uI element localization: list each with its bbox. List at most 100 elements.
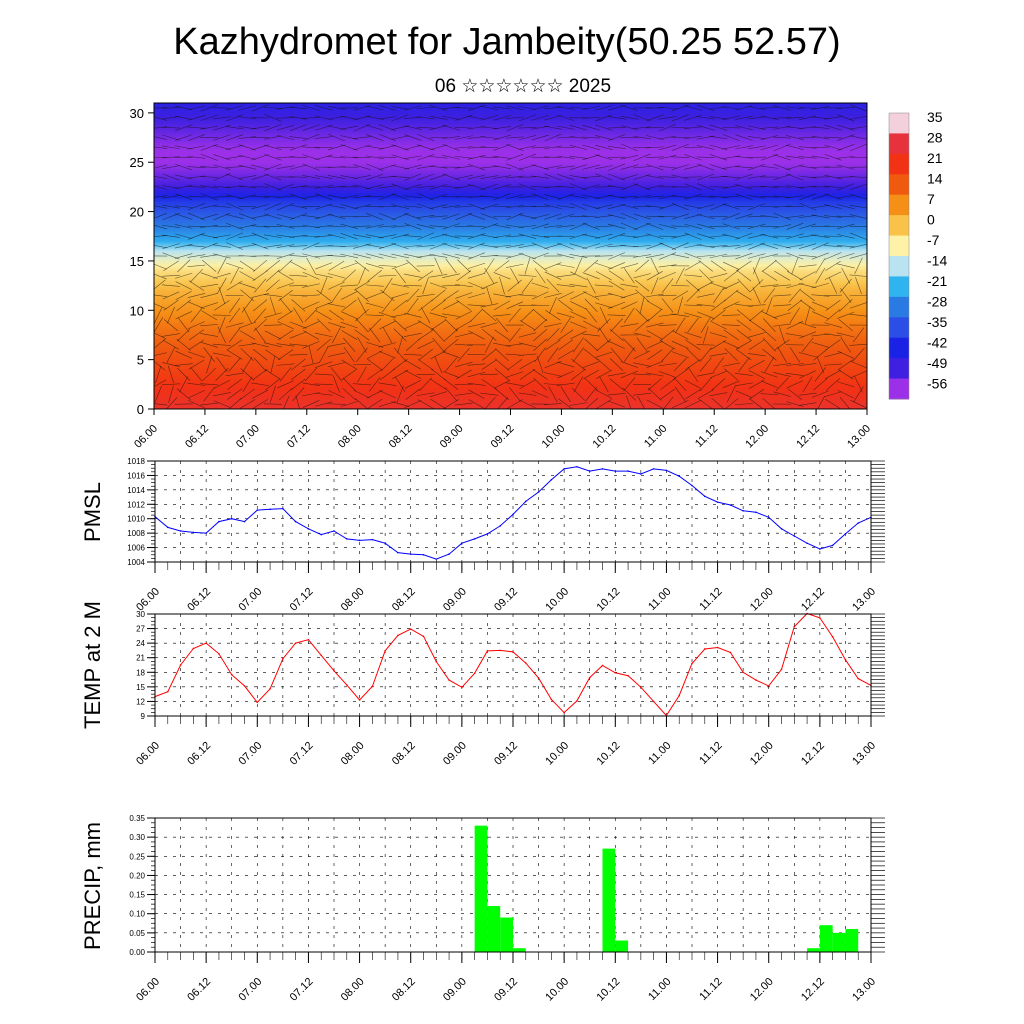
wind-arrow xyxy=(403,205,422,208)
wind-arrow xyxy=(162,224,180,228)
wind-arrow xyxy=(302,133,320,142)
data-point xyxy=(320,654,323,657)
wind-arrow xyxy=(190,367,203,382)
wind-arrow xyxy=(418,270,434,282)
wind-arrow xyxy=(200,224,219,228)
wind-arrow xyxy=(429,274,448,278)
wind-arrow xyxy=(645,184,664,190)
wind-arrow xyxy=(849,115,867,120)
wind-arrow xyxy=(493,224,511,229)
wind-arrow xyxy=(543,403,562,405)
wind-arrow xyxy=(493,314,512,317)
wind-arrow xyxy=(187,225,206,227)
wind-arrow xyxy=(799,193,817,201)
wind-arrow xyxy=(494,329,510,341)
wind-arrow xyxy=(620,143,638,152)
wind-arrow xyxy=(319,346,329,363)
wind-arrow xyxy=(671,351,689,359)
wind-arrow xyxy=(238,234,257,239)
wind-arrow xyxy=(442,284,461,287)
wind-arrow xyxy=(302,163,320,171)
wind-arrow xyxy=(722,134,740,142)
wind-arrow xyxy=(302,146,321,149)
wind-arrow xyxy=(800,289,815,302)
wind-arrow xyxy=(709,116,728,120)
wind-arrow xyxy=(582,176,601,179)
wind-arrow xyxy=(187,293,206,298)
wind-arrow xyxy=(327,303,346,308)
wind-arrow xyxy=(853,386,864,402)
wind-arrow xyxy=(342,269,357,283)
wind-arrow xyxy=(798,363,817,367)
data-point xyxy=(397,634,399,637)
wind-arrow xyxy=(403,235,422,238)
x-tick-label: 08.00 xyxy=(339,740,367,768)
wind-arrow xyxy=(582,222,600,230)
wind-arrow xyxy=(849,313,867,317)
y-tick-label: 25 xyxy=(130,155,144,170)
wind-arrow xyxy=(825,369,842,380)
wind-arrow xyxy=(825,299,841,311)
wind-arrow xyxy=(264,163,282,171)
wind-arrow xyxy=(314,154,333,160)
wind-arrow xyxy=(684,312,702,319)
wind-arrow xyxy=(658,176,677,178)
wind-arrow xyxy=(850,143,867,152)
data-point xyxy=(806,542,808,545)
wind-arrow xyxy=(187,175,206,179)
wind-arrow xyxy=(227,378,243,390)
wind-arrow xyxy=(264,213,282,220)
wind-arrow xyxy=(722,203,740,210)
wind-arrow xyxy=(240,348,255,362)
data-point xyxy=(678,475,681,477)
wind-arrow xyxy=(722,261,740,270)
wind-arrow xyxy=(200,341,218,348)
wind-arrow xyxy=(837,183,855,191)
wind-arrow xyxy=(837,311,855,319)
wind-arrow xyxy=(429,173,447,181)
wind-arrow xyxy=(175,281,192,290)
y-tick-label: 1010 xyxy=(127,515,145,524)
wind-arrow xyxy=(365,124,384,131)
colorbar-swatch xyxy=(889,153,909,175)
wind-arrow xyxy=(217,257,227,274)
wind-arrow xyxy=(531,252,549,260)
wind-arrow xyxy=(203,386,215,402)
wind-arrow xyxy=(352,136,371,139)
y-tick-label: 0.25 xyxy=(129,852,145,861)
wind-arrow xyxy=(505,136,524,139)
data-point xyxy=(576,465,578,468)
wind-arrow xyxy=(455,369,472,380)
wind-arrow xyxy=(269,385,276,403)
wind-arrow xyxy=(633,234,651,239)
wind-arrow xyxy=(251,293,269,298)
wind-arrow xyxy=(404,144,422,151)
wind-arrow xyxy=(366,134,384,141)
wind-arrow xyxy=(454,146,473,149)
wind-arrow xyxy=(162,185,180,189)
x-tick-label: 13.00 xyxy=(845,423,873,451)
wind-arrow xyxy=(825,339,841,351)
wind-arrow xyxy=(544,133,562,142)
wind-arrow xyxy=(798,136,817,139)
wind-arrow xyxy=(557,291,574,300)
wind-arrow xyxy=(353,175,371,180)
wind-arrow xyxy=(633,135,652,140)
wind-arrow xyxy=(609,328,624,342)
wind-arrow xyxy=(289,144,307,151)
wind-arrow xyxy=(785,372,804,376)
x-tick-label: 07.12 xyxy=(288,586,316,614)
wind-arrow xyxy=(569,144,588,150)
wind-arrow xyxy=(378,134,396,142)
wind-arrow xyxy=(327,225,346,228)
wind-arrow xyxy=(352,225,371,228)
wind-arrow xyxy=(671,233,690,239)
wind-arrow xyxy=(367,368,383,380)
wind-arrow xyxy=(276,117,295,119)
wind-arrow xyxy=(651,277,659,295)
y-tick-label: 5 xyxy=(137,353,144,368)
wind-arrow xyxy=(188,339,205,351)
wind-arrow xyxy=(225,105,244,111)
wind-arrow xyxy=(595,262,613,270)
wind-arrow xyxy=(811,193,829,200)
